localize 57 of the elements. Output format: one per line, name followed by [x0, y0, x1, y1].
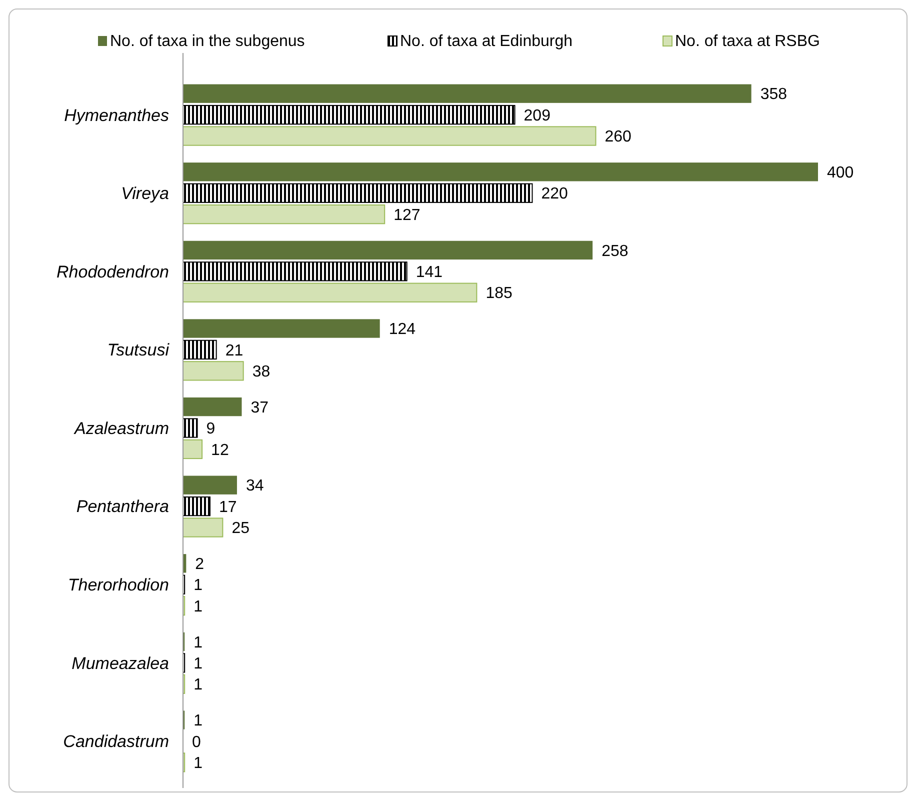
data-label: 17 [218, 498, 237, 516]
legend-label: No. of taxa at RSBG [675, 33, 820, 50]
data-label: 21 [225, 342, 244, 360]
data-label: 37 [250, 399, 269, 416]
data-label: 1 [194, 755, 203, 772]
data-label: 185 [486, 285, 512, 302]
data-label: 12 [211, 442, 229, 459]
bar [182, 282, 478, 302]
bar [182, 418, 198, 438]
data-label: 358 [760, 86, 788, 104]
bar [182, 361, 244, 381]
data-label: 400 [827, 164, 854, 182]
y-tick-label: Hymenanthes [64, 106, 170, 125]
bar [183, 240, 593, 260]
data-label: 1 [194, 676, 203, 694]
bar [183, 476, 237, 494]
data-label: 127 [394, 206, 420, 224]
bar [182, 439, 203, 460]
data-label: 220 [541, 186, 568, 203]
data-label: 141 [416, 264, 443, 281]
data-label: 1 [194, 577, 203, 594]
legend-label: No. of taxa in the subgenus [110, 33, 305, 50]
bar [182, 104, 516, 125]
data-label: 2 [195, 556, 204, 573]
data-label: 25 [232, 520, 250, 538]
bar [182, 126, 596, 146]
y-tick-label: Azaleastrum [74, 418, 169, 438]
y-tick-label: Candidastrum [63, 732, 169, 752]
bar [183, 319, 380, 338]
legend-label: No. of taxa at Edinburgh [400, 33, 573, 50]
bar [182, 262, 408, 282]
data-label: 38 [252, 364, 270, 381]
bar [183, 84, 752, 103]
bar [182, 496, 210, 516]
bar [182, 183, 533, 203]
y-tick-label: Tsutsusi [107, 340, 170, 360]
data-label: 1 [194, 634, 203, 652]
data-label: 9 [206, 420, 216, 438]
data-label: 34 [246, 478, 264, 495]
data-label: 258 [602, 242, 628, 260]
y-tick-label: Therorhodion [68, 576, 169, 595]
bar [183, 397, 242, 416]
data-label: 260 [604, 128, 632, 146]
bar [182, 340, 217, 360]
data-label: 124 [388, 321, 416, 338]
y-tick-label: Vireya [121, 184, 169, 204]
data-label: 209 [524, 107, 551, 124]
bar [182, 518, 224, 538]
y-tick-label: Pentanthera [76, 497, 169, 516]
y-tick-label: Rhododendron [56, 262, 169, 282]
data-label: 1 [194, 598, 203, 616]
bar [183, 162, 818, 182]
data-label: 1 [194, 712, 203, 730]
y-tick-label: Mumeazalea [72, 654, 169, 673]
data-label: 1 [194, 656, 203, 672]
data-label: 0 [192, 734, 201, 751]
bar [182, 204, 386, 224]
